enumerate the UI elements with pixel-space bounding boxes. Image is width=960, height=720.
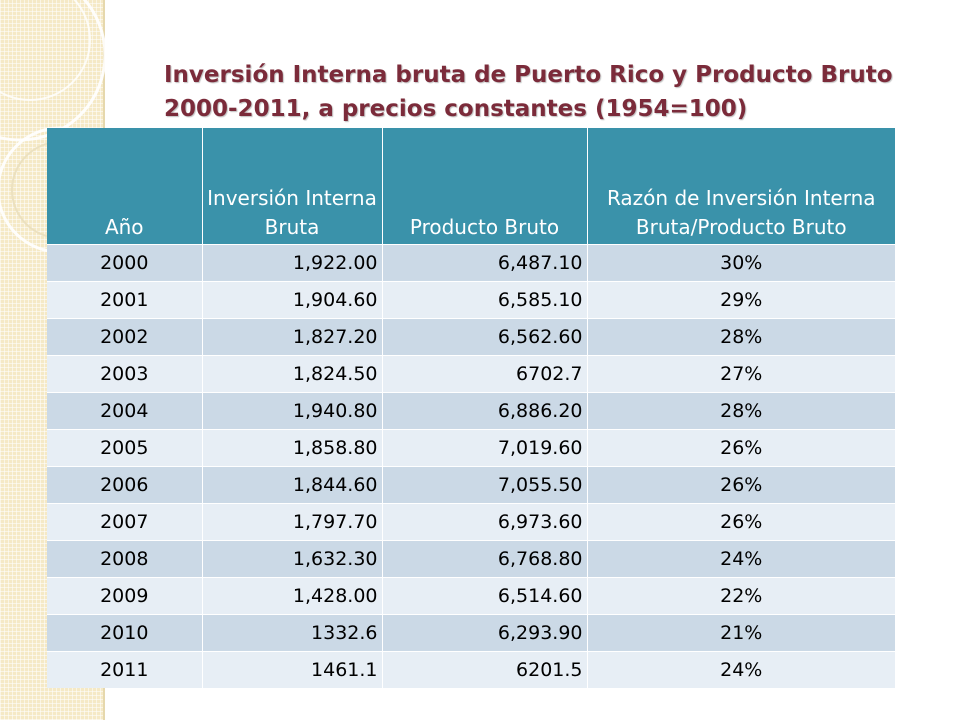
cell-investment: 1,858.80 [202,429,383,467]
cell-ratio: 28% [587,392,895,430]
cell-investment: 1,428.00 [202,577,383,615]
investment-product-table: Año Inversión Interna Bruta Producto Bru… [47,128,895,688]
table-row: 2001 1,904.60 6,585.10 29% [47,281,895,319]
table-header-row: Año Inversión Interna Bruta Producto Bru… [47,128,895,245]
cell-year: 2009 [47,577,203,615]
cell-ratio: 24% [587,651,895,688]
cell-year: 2002 [47,318,203,356]
cell-investment: 1,797.70 [202,503,383,541]
table-row: 2000 1,922.00 6,487.10 30% [47,244,895,282]
header-ratio: Razón de Inversión Interna Bruta/Product… [587,128,895,245]
cell-year: 2003 [47,355,203,393]
cell-product: 6,886.20 [382,392,588,430]
cell-ratio: 26% [587,503,895,541]
table-row: 2011 1461.1 6201.5 24% [47,651,895,688]
cell-investment: 1,827.20 [202,318,383,356]
table-row: 2009 1,428.00 6,514.60 22% [47,577,895,615]
cell-investment: 1,844.60 [202,466,383,504]
cell-investment: 1,632.30 [202,540,383,578]
cell-product: 7,019.60 [382,429,588,467]
cell-product: 6,562.60 [382,318,588,356]
table-row: 2003 1,824.50 6702.7 27% [47,355,895,393]
cell-ratio: 22% [587,577,895,615]
cell-year: 2007 [47,503,203,541]
cell-investment: 1,922.00 [202,244,383,282]
table-body: 2000 1,922.00 6,487.10 30% 2001 1,904.60 6,585… [47,244,895,688]
cell-ratio: 26% [587,466,895,504]
cell-year: 2000 [47,244,203,282]
table-row: 2007 1,797.70 6,973.60 26% [47,503,895,541]
cell-investment: 1332.6 [202,614,383,652]
table-row: 2008 1,632.30 6,768.80 24% [47,540,895,578]
cell-product: 6,293.90 [382,614,588,652]
cell-year: 2005 [47,429,203,467]
cell-product: 6,585.10 [382,281,588,319]
cell-ratio: 28% [587,318,895,356]
cell-year: 2008 [47,540,203,578]
table-row: 2005 1,858.80 7,019.60 26% [47,429,895,467]
cell-ratio: 27% [587,355,895,393]
cell-year: 2011 [47,651,203,688]
cell-product: 6702.7 [382,355,588,393]
cell-ratio: 30% [587,244,895,282]
cell-product: 6,973.60 [382,503,588,541]
cell-product: 6,768.80 [382,540,588,578]
cell-ratio: 29% [587,281,895,319]
cell-investment: 1,824.50 [202,355,383,393]
cell-product: 7,055.50 [382,466,588,504]
cell-product: 6,514.60 [382,577,588,615]
cell-ratio: 21% [587,614,895,652]
cell-investment: 1,940.80 [202,392,383,430]
cell-investment: 1,904.60 [202,281,383,319]
cell-ratio: 26% [587,429,895,467]
cell-product: 6201.5 [382,651,588,688]
slide-title: Inversión Interna bruta de Puerto Rico y… [164,62,893,122]
cell-investment: 1461.1 [202,651,383,688]
table-row: 2006 1,844.60 7,055.50 26% [47,466,895,504]
header-year: Año [47,128,203,245]
table-row: 2002 1,827.20 6,562.60 28% [47,318,895,356]
cell-product: 6,487.10 [382,244,588,282]
table-row: 2010 1332.6 6,293.90 21% [47,614,895,652]
cell-ratio: 24% [587,540,895,578]
cell-year: 2004 [47,392,203,430]
table-row: 2004 1,940.80 6,886.20 28% [47,392,895,430]
cell-year: 2006 [47,466,203,504]
header-investment: Inversión Interna Bruta [202,128,383,245]
cell-year: 2010 [47,614,203,652]
cell-year: 2001 [47,281,203,319]
header-product: Producto Bruto [382,128,588,245]
